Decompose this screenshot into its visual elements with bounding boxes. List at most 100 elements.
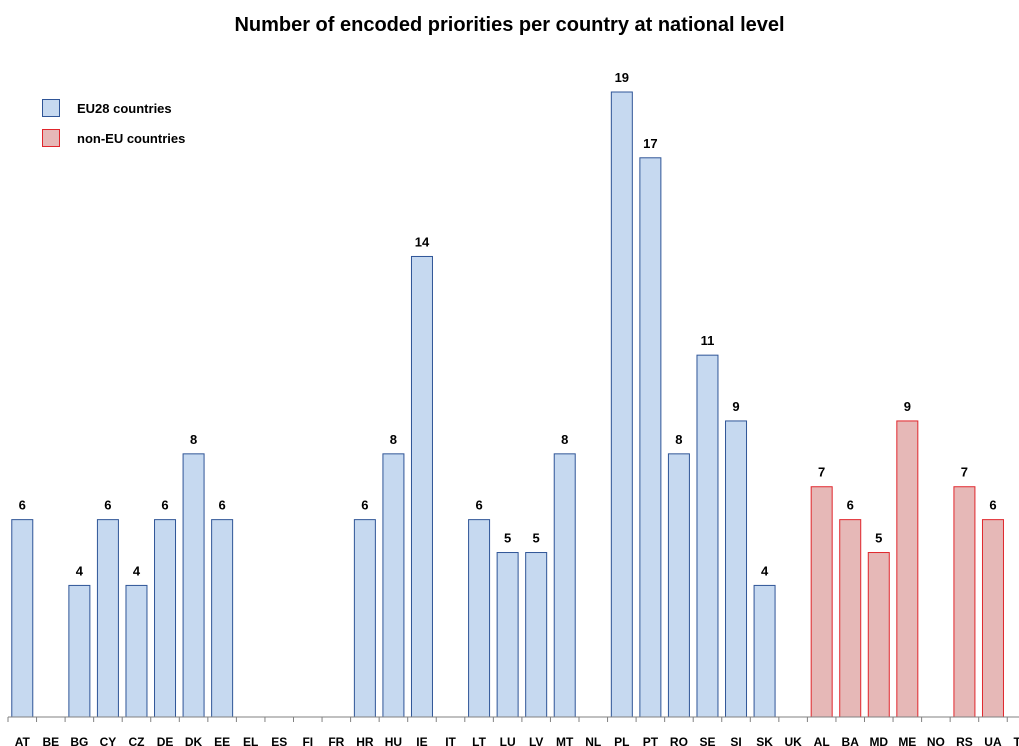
bar-lt	[468, 519, 491, 718]
bar-ua	[981, 519, 1004, 718]
x-tick-label-lv: LV	[529, 735, 543, 746]
bar-ro	[667, 453, 690, 718]
data-label-ba: 6	[847, 498, 854, 513]
value-labels-layer: 6 4 6 4 6 8 6 6 8 14 6 5 5 8 19 17 8 11 9 4 7 6 5 9 7 6	[19, 70, 997, 578]
data-label-si: 9	[732, 399, 739, 414]
x-axis: AT BE BG CY CZ DE DK EE EL ES FI FR HR HU IE IT LT LU LV MT…	[7, 716, 1019, 746]
bar-rs	[953, 486, 976, 718]
data-label-me: 9	[904, 399, 911, 414]
bar-sk	[753, 584, 776, 718]
bar-lv	[525, 552, 548, 718]
legend-swatch-non-eu	[42, 129, 60, 147]
x-tick-label-ba: BA	[842, 735, 860, 746]
legend-label-non-eu: non-EU countries	[77, 130, 186, 146]
x-tick-label-no: NO	[927, 735, 945, 746]
x-tick-label-mt: MT	[556, 735, 574, 746]
data-label-pl: 19	[615, 70, 629, 85]
bar-de	[154, 519, 177, 718]
chart-title: Number of encoded priorities per country…	[234, 14, 785, 36]
data-label-hr: 6	[361, 498, 368, 513]
x-tick-label-cy: CY	[100, 735, 117, 746]
legend-swatch-eu28	[42, 99, 60, 117]
data-label-pt: 17	[643, 136, 657, 151]
x-tick-label-fi: FI	[302, 735, 313, 746]
x-tick-label-rs: RS	[956, 735, 973, 746]
x-tick-label-tr: TR	[1014, 735, 1019, 746]
x-tick-label-pl: PL	[614, 735, 629, 746]
bar-bg	[68, 584, 91, 718]
legend: EU28 countries non-EU countries	[42, 98, 185, 158]
data-label-dk: 8	[190, 432, 197, 447]
data-label-at: 6	[19, 498, 26, 513]
bars-layer	[11, 91, 1004, 718]
data-label-rs: 7	[961, 465, 968, 480]
bar-ie	[410, 255, 433, 718]
bar-pl	[610, 91, 633, 718]
x-tick-label-md: MD	[869, 735, 888, 746]
data-label-lu: 5	[504, 531, 511, 546]
x-tick-label-nl: NL	[585, 735, 601, 746]
x-tick-label-fr: FR	[328, 735, 344, 746]
x-tick-label-el: EL	[243, 735, 258, 746]
x-tick-label-ie: IE	[416, 735, 427, 746]
bar-al	[810, 486, 833, 718]
x-tick-label-hr: HR	[356, 735, 374, 746]
x-tick-label-uk: UK	[784, 735, 802, 746]
data-label-de: 6	[161, 498, 168, 513]
bar-cy	[96, 519, 119, 718]
x-tick-label-be: BE	[42, 735, 59, 746]
bar-hr	[353, 519, 376, 718]
bar-ee	[211, 519, 234, 718]
data-label-hu: 8	[390, 432, 397, 447]
data-label-al: 7	[818, 465, 825, 480]
data-label-ee: 6	[219, 498, 226, 513]
bar-mt	[553, 453, 576, 718]
legend-item-eu28: EU28 countries	[42, 98, 185, 118]
bar-se	[696, 354, 719, 718]
x-tick-label-es: ES	[271, 735, 287, 746]
legend-item-non-eu: non-EU countries	[42, 128, 185, 148]
x-tick-label-dk: DK	[185, 735, 203, 746]
x-tick-label-lt: LT	[472, 735, 486, 746]
data-label-cy: 6	[104, 498, 111, 513]
data-label-lt: 6	[475, 498, 482, 513]
bar-si	[725, 420, 748, 718]
data-label-md: 5	[875, 531, 882, 546]
data-label-ro: 8	[675, 432, 682, 447]
x-tick-label-al: AL	[814, 735, 830, 746]
data-label-se: 11	[701, 333, 715, 348]
x-tick-label-de: DE	[157, 735, 174, 746]
data-label-cz: 4	[133, 563, 141, 578]
data-label-mt: 8	[561, 432, 568, 447]
x-tick-label-sk: SK	[756, 735, 773, 746]
bar-at	[11, 519, 34, 718]
x-tick-label-ee: EE	[214, 735, 230, 746]
x-tick-label-it: IT	[445, 735, 456, 746]
legend-label-eu28: EU28 countries	[77, 100, 172, 116]
bar-pt	[639, 157, 662, 718]
x-tick-label-bg: BG	[70, 735, 88, 746]
x-tick-label-se: SE	[699, 735, 715, 746]
x-tick-label-pt: PT	[643, 735, 659, 746]
data-label-ie: 14	[415, 234, 430, 249]
bar-dk	[182, 453, 205, 718]
x-tick-label-cz: CZ	[128, 735, 144, 746]
data-label-lv: 5	[533, 531, 540, 546]
data-label-sk: 4	[761, 563, 769, 578]
bar-cz	[125, 584, 148, 718]
x-tick-label-me: ME	[898, 735, 916, 746]
x-tick-label-lu: LU	[500, 735, 516, 746]
x-tick-label-hu: HU	[385, 735, 402, 746]
bar-lu	[496, 552, 519, 718]
data-label-bg: 4	[76, 563, 84, 578]
x-tick-label-ro: RO	[670, 735, 688, 746]
x-tick-label-at: AT	[15, 735, 31, 746]
data-label-ua: 6	[989, 498, 996, 513]
x-tick-label-si: SI	[730, 735, 741, 746]
bar-ba	[839, 519, 862, 718]
bar-hu	[382, 453, 405, 718]
x-tick-label-ua: UA	[984, 735, 1002, 746]
bar-md	[867, 552, 890, 718]
bar-me	[896, 420, 919, 718]
